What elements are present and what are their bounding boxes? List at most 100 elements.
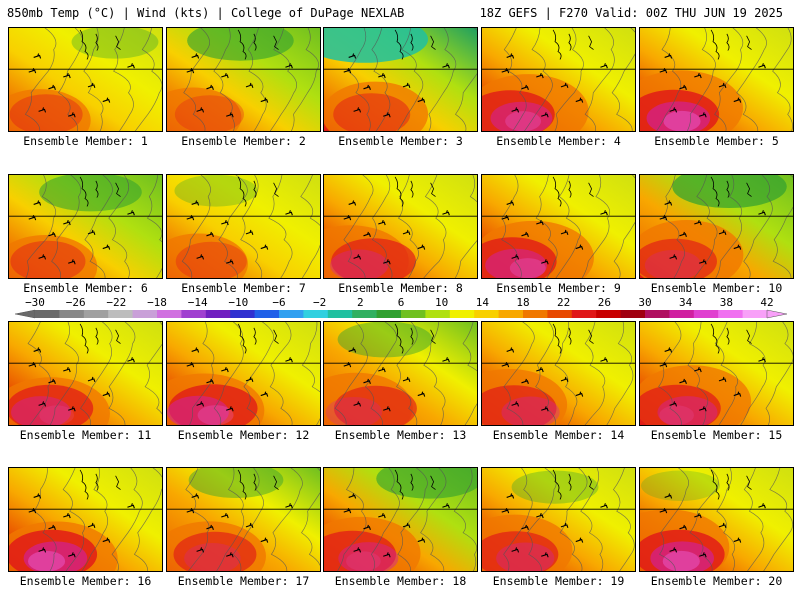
warm-anomaly — [338, 542, 399, 571]
wind-barb — [506, 493, 515, 499]
coastline — [79, 469, 121, 500]
ensemble-panel — [323, 467, 478, 572]
wind-barb — [28, 362, 37, 368]
height-contour — [743, 468, 765, 571]
colorbar-segment — [449, 310, 475, 318]
height-contour — [555, 175, 581, 278]
wind-barb — [191, 493, 200, 499]
ensemble-panel — [639, 321, 794, 426]
warm-anomaly — [333, 93, 411, 131]
wind-barb — [38, 401, 47, 407]
colorbar-segment — [59, 310, 85, 318]
ensemble-panel — [323, 174, 478, 279]
height-contour — [740, 322, 768, 425]
height-contour — [662, 175, 685, 278]
colorbar-segment — [205, 310, 231, 318]
wind-barb — [348, 200, 357, 206]
wind-barb — [102, 537, 111, 543]
height-contour — [240, 175, 263, 278]
height-contour — [613, 175, 635, 278]
height-contour — [763, 468, 793, 571]
ensemble-panel — [323, 27, 478, 132]
height-contour — [269, 28, 298, 131]
colorbar-right-arrow — [766, 309, 788, 319]
wind-barb — [541, 552, 549, 558]
ensemble-member-label: Ensemble Member: 4 — [496, 134, 621, 148]
wind-barb — [758, 357, 766, 363]
wind-barb — [758, 210, 766, 216]
coastline — [552, 469, 594, 500]
colorbar-segment — [83, 310, 109, 318]
header-title-left: 850mb Temp (°C) | Wind (kts) | College o… — [7, 6, 405, 20]
colorbar-segment — [132, 310, 158, 318]
warm-anomaly — [173, 531, 257, 571]
wind-barb — [348, 347, 357, 353]
wind-barb — [383, 552, 391, 558]
height-contour — [527, 468, 557, 571]
colorbar-tick-label: 18 — [516, 296, 530, 309]
wind-barb — [68, 112, 76, 118]
height-contour — [371, 175, 393, 278]
wind-barb — [226, 112, 234, 118]
ensemble-panel — [481, 321, 636, 426]
warm-anomaly — [184, 542, 241, 571]
height-contour — [503, 28, 527, 131]
height-contour — [108, 175, 130, 278]
wind-barb — [68, 406, 76, 412]
wind-barb — [191, 53, 200, 59]
colorbar-tick-label: −6 — [272, 296, 286, 309]
coastline — [79, 323, 121, 354]
wind-barb — [600, 210, 608, 216]
wind-barb — [560, 376, 569, 383]
wind-barb — [378, 219, 386, 226]
height-contour — [613, 468, 635, 571]
wind-barb — [402, 82, 411, 89]
wind-barb — [733, 391, 742, 397]
height-contour — [554, 322, 578, 425]
wind-barb — [733, 244, 742, 250]
wind-barb — [33, 493, 42, 499]
height-contour — [49, 322, 79, 425]
wind-barb — [383, 259, 391, 265]
wind-barb — [541, 112, 549, 118]
height-contour — [503, 468, 533, 571]
warm-anomaly — [9, 235, 98, 278]
height-contour — [133, 468, 162, 571]
wind-barb — [102, 391, 111, 397]
wind-barb — [541, 259, 549, 265]
height-contour — [686, 28, 716, 131]
coastline — [710, 176, 752, 207]
warm-anomaly — [167, 87, 242, 131]
height-contour — [113, 28, 134, 131]
warm-anomaly — [482, 385, 557, 425]
wind-barb — [575, 391, 584, 397]
height-contour — [535, 322, 556, 425]
wind-barb — [669, 547, 678, 553]
wind-barb — [127, 503, 135, 509]
wind-barb — [442, 210, 450, 216]
wind-barb — [383, 406, 391, 412]
wind-barb — [363, 524, 371, 530]
colorbar-segment — [498, 310, 524, 318]
height-contour — [423, 322, 446, 425]
cool-anomaly — [672, 175, 787, 209]
wind-barb — [659, 508, 668, 514]
height-contour — [80, 322, 113, 425]
wind-barb — [659, 68, 668, 74]
wind-barb — [664, 200, 673, 206]
wind-barb — [511, 107, 520, 113]
wind-barb — [541, 406, 549, 412]
warm-anomaly — [662, 550, 700, 571]
warm-anomaly — [197, 405, 234, 425]
coastline — [79, 176, 121, 207]
wind-barb — [575, 537, 584, 543]
wind-barb — [285, 63, 293, 69]
height-contour — [397, 468, 428, 571]
height-contour — [301, 468, 320, 567]
height-contour — [243, 322, 275, 425]
height-contour — [454, 175, 477, 278]
ensemble-panel — [481, 467, 636, 572]
ensemble-member-label: Ensemble Member: 1 — [23, 134, 148, 148]
colorbar-left-arrow — [14, 309, 36, 319]
wind-barb — [38, 547, 47, 553]
